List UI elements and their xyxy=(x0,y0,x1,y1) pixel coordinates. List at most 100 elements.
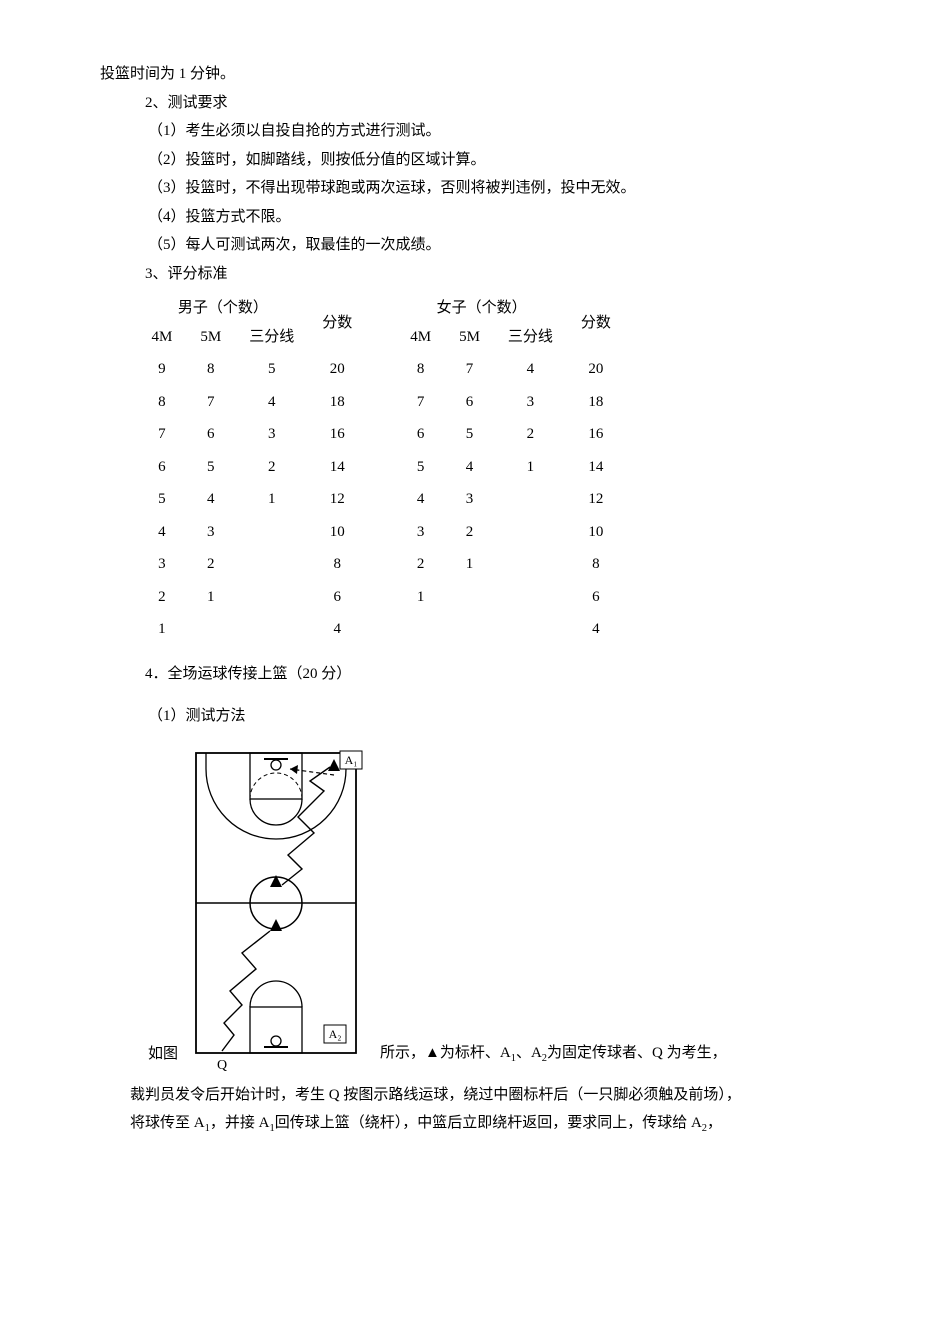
table-cell: 14 xyxy=(308,451,366,484)
table-row: 14 xyxy=(138,613,367,646)
table-cell: 2 xyxy=(186,548,235,581)
table-row: 43 10 xyxy=(138,516,367,549)
table-cell xyxy=(396,613,445,646)
table-cell: 12 xyxy=(308,483,366,516)
section-3-title: 3、评分标准 xyxy=(100,260,850,289)
table-cell: 6 xyxy=(567,581,625,614)
table-group-header: 女子（个数） xyxy=(396,292,567,323)
table-cell: 10 xyxy=(567,516,625,549)
table-row: 43 12 xyxy=(396,483,625,516)
table-row: 32 10 xyxy=(396,516,625,549)
table-cell xyxy=(494,581,567,614)
table-cell: 4 xyxy=(396,483,445,516)
table-cell: 5 xyxy=(138,483,187,516)
table-cell: 8 xyxy=(396,353,445,386)
court-diagram: A₁ A₂ Q xyxy=(184,745,374,1075)
table-cell: 6 xyxy=(186,418,235,451)
table-cell: 3 xyxy=(186,516,235,549)
table-cell: 16 xyxy=(567,418,625,451)
table-row: 54114 xyxy=(396,451,625,484)
table-cell: 1 xyxy=(445,548,494,581)
table-cell: 2 xyxy=(396,548,445,581)
table-row: 65216 xyxy=(396,418,625,451)
requirement-3: （3）投篮时，不得出现带球跑或两次运球，否则将被判违例，投中无效。 xyxy=(100,174,850,203)
svg-text:A₂: A₂ xyxy=(329,1027,342,1041)
requirement-2: （2）投篮时，如脚踏线，则按低分值的区域计算。 xyxy=(100,146,850,175)
table-cell: 8 xyxy=(186,353,235,386)
table-cell: 8 xyxy=(308,548,366,581)
table-cell: 4 xyxy=(186,483,235,516)
table-cell: 3 xyxy=(396,516,445,549)
table-cell: 5 xyxy=(396,451,445,484)
table-col-header: 三分线 xyxy=(494,323,567,354)
svg-text:A₁: A₁ xyxy=(345,753,358,767)
table-cell: 10 xyxy=(308,516,366,549)
section-4-title: 4．全场运球传接上篮（20 分） xyxy=(100,660,850,689)
table-cell: 3 xyxy=(494,386,567,419)
table-cell xyxy=(235,516,308,549)
table-col-header: 三分线 xyxy=(235,323,308,354)
table-row: 16 xyxy=(396,581,625,614)
table-cell: 2 xyxy=(138,581,187,614)
table-cell: 6 xyxy=(138,451,187,484)
requirement-5: （5）每人可测试两次，取最佳的一次成绩。 xyxy=(100,231,850,260)
table-cell: 2 xyxy=(235,451,308,484)
table-cell xyxy=(494,613,567,646)
table-cell xyxy=(235,613,308,646)
table-cell: 8 xyxy=(138,386,187,419)
table-cell: 2 xyxy=(445,516,494,549)
table-row: 87420 xyxy=(396,353,625,386)
table-col-header: 4M xyxy=(138,323,187,354)
diagram-pre-text: 如图 xyxy=(100,1040,178,1075)
table-cell: 2 xyxy=(494,418,567,451)
section-2-title: 2、测试要求 xyxy=(100,89,850,118)
table-cell: 1 xyxy=(396,581,445,614)
table-cell: 4 xyxy=(308,613,366,646)
table-cell: 18 xyxy=(567,386,625,419)
table-cell xyxy=(186,613,235,646)
female-scoring-table: 女子（个数）分数4M5M三分线8742076318652165411443123… xyxy=(396,292,625,646)
table-cell: 12 xyxy=(567,483,625,516)
table-score-header: 分数 xyxy=(567,292,625,353)
requirement-4: （4）投篮方式不限。 xyxy=(100,203,850,232)
table-cell: 9 xyxy=(138,353,187,386)
table-row: 65214 xyxy=(138,451,367,484)
table-cell: 4 xyxy=(445,451,494,484)
table-col-header: 4M xyxy=(396,323,445,354)
table-row: 4 xyxy=(396,613,625,646)
table-cell: 4 xyxy=(138,516,187,549)
scoring-tables: 男子（个数）分数4M5M三分线9852087418763166521454112… xyxy=(138,292,851,646)
table-cell xyxy=(494,483,567,516)
male-scoring-table: 男子（个数）分数4M5M三分线9852087418763166521454112… xyxy=(138,292,367,646)
table-cell xyxy=(445,581,494,614)
table-cell: 3 xyxy=(445,483,494,516)
table-cell: 18 xyxy=(308,386,366,419)
paragraph-3: 将球传至 A1，并接 A1回传球上篮（绕杆），中篮后立即绕杆返回，要求同上，传球… xyxy=(100,1109,850,1139)
table-cell: 20 xyxy=(567,353,625,386)
table-cell: 6 xyxy=(445,386,494,419)
table-cell: 7 xyxy=(138,418,187,451)
table-row: 76316 xyxy=(138,418,367,451)
table-cell: 16 xyxy=(308,418,366,451)
table-cell xyxy=(494,516,567,549)
table-cell: 20 xyxy=(308,353,366,386)
table-row: 98520 xyxy=(138,353,367,386)
diagram-post-text: 所示，▲为标杆、A1、A2为固定传球者、Q 为考生， xyxy=(380,1039,727,1075)
svg-text:Q: Q xyxy=(217,1058,227,1073)
table-col-header: 5M xyxy=(445,323,494,354)
table-cell xyxy=(494,548,567,581)
table-row: 216 xyxy=(138,581,367,614)
table-cell: 7 xyxy=(445,353,494,386)
table-cell: 6 xyxy=(308,581,366,614)
table-cell: 4 xyxy=(567,613,625,646)
table-group-header: 男子（个数） xyxy=(138,292,309,323)
table-cell: 7 xyxy=(186,386,235,419)
table-row: 218 xyxy=(396,548,625,581)
table-row: 87418 xyxy=(138,386,367,419)
table-cell: 14 xyxy=(567,451,625,484)
table-cell: 4 xyxy=(494,353,567,386)
table-cell xyxy=(235,581,308,614)
paragraph-2: 裁判员发令后开始计时，考生 Q 按图示路线运球，绕过中圈标杆后（一只脚必须触及前… xyxy=(100,1081,850,1110)
requirement-1: （1）考生必须以自投自抢的方式进行测试。 xyxy=(100,117,850,146)
table-cell xyxy=(445,613,494,646)
